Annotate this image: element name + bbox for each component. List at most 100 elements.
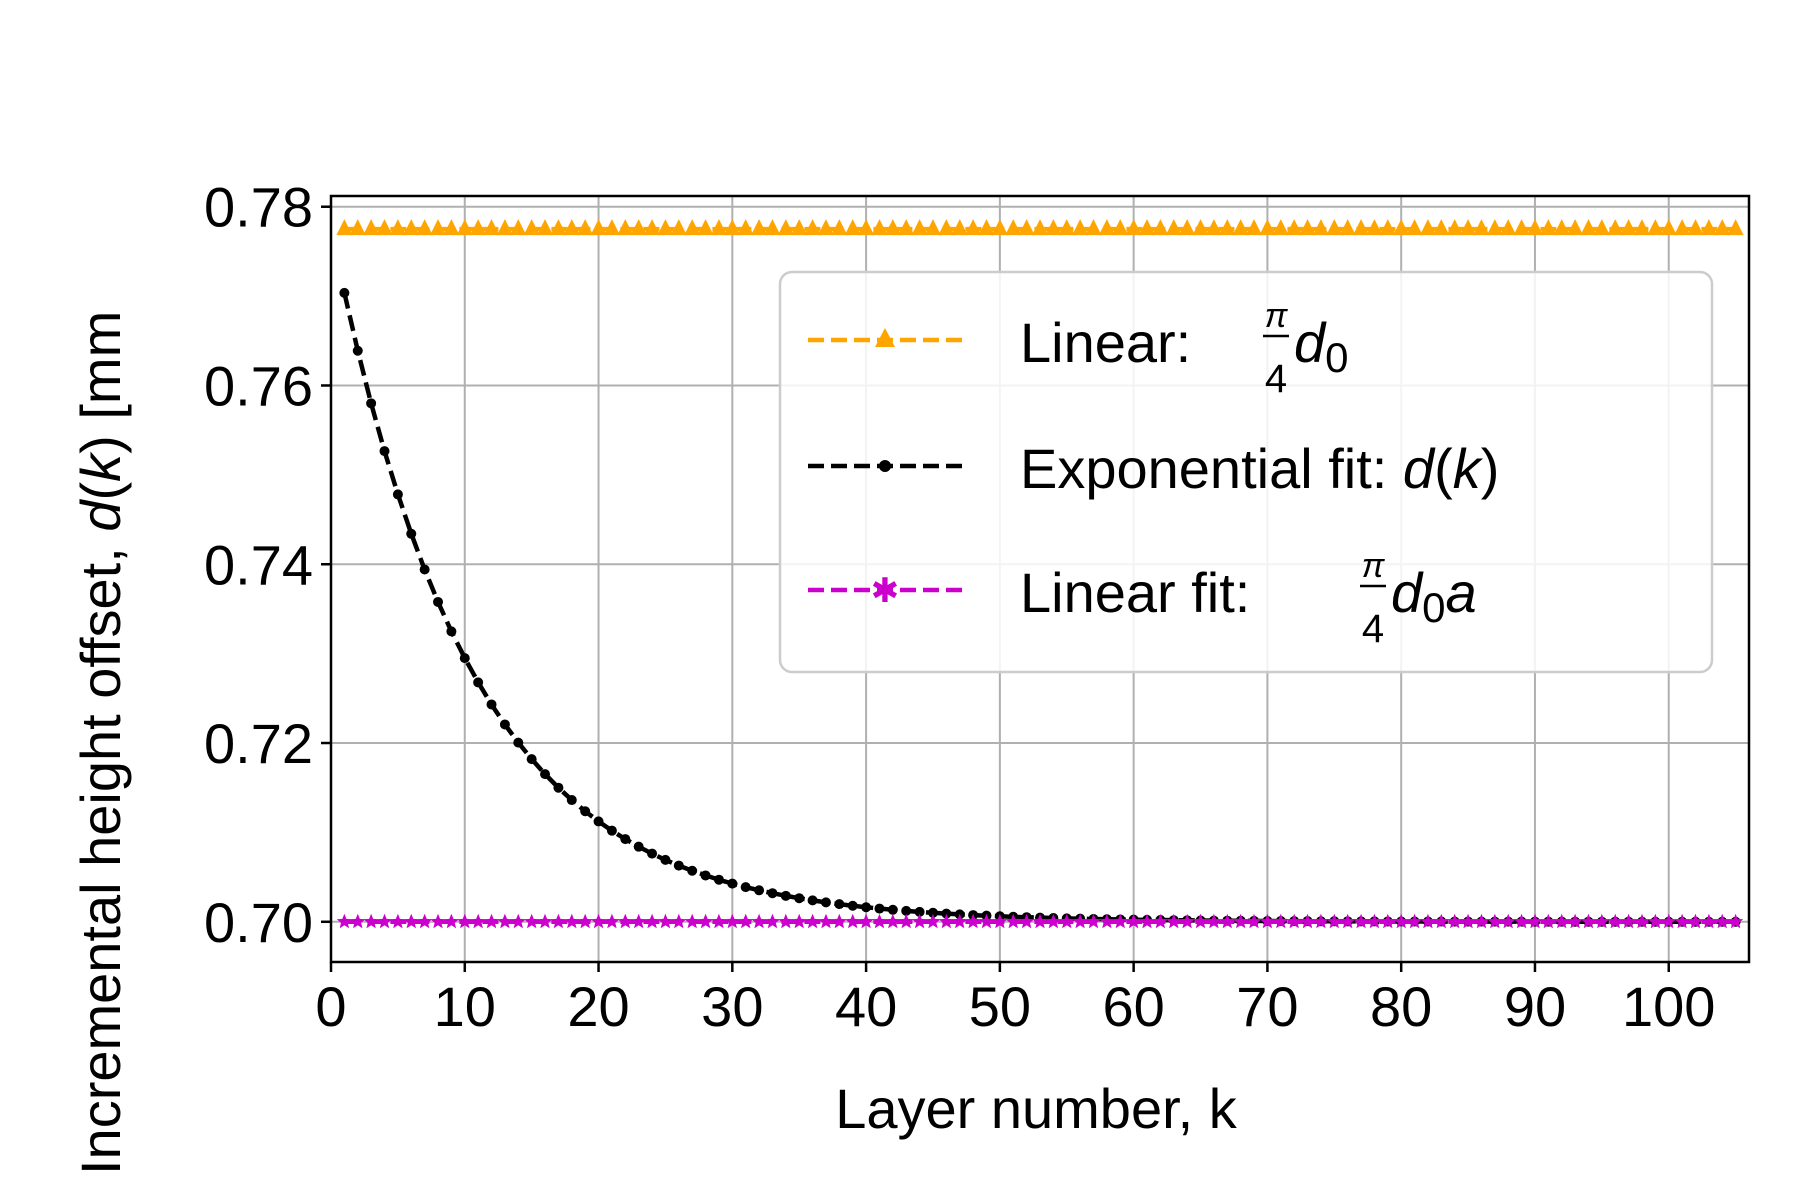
data-point-triangle xyxy=(1032,219,1048,236)
legend-frac-den-linear: 4 xyxy=(1265,357,1287,401)
data-point-dot xyxy=(740,882,751,893)
y-tick-label: 0.76 xyxy=(204,354,313,417)
data-point-star xyxy=(1219,913,1235,929)
data-point-dot xyxy=(807,895,818,906)
data-point-dot xyxy=(620,834,631,845)
data-point-triangle xyxy=(1205,219,1222,236)
data-point-star xyxy=(1607,913,1623,929)
data-point-triangle xyxy=(1018,219,1035,236)
data-point-triangle xyxy=(1526,219,1543,236)
data-point-star xyxy=(1273,913,1289,929)
data-point-triangle xyxy=(1165,219,1182,236)
x-tick-label: 60 xyxy=(1102,975,1164,1038)
data-point-triangle xyxy=(1473,219,1490,236)
x-axis-label: Layer number, k xyxy=(835,1077,1238,1140)
x-tick-label: 10 xyxy=(434,975,496,1038)
data-point-triangle xyxy=(965,219,982,236)
data-point-triangle xyxy=(1072,219,1089,236)
x-tick-label: 40 xyxy=(835,975,897,1038)
data-point-triangle xyxy=(1179,219,1196,236)
data-point-triangle xyxy=(1339,219,1356,236)
data-point-dot xyxy=(486,699,497,710)
data-point-star xyxy=(1366,913,1382,929)
x-tick-label: 0 xyxy=(315,975,346,1038)
data-point-dot xyxy=(914,906,925,917)
data-point-triangle xyxy=(1406,219,1423,236)
data-point-triangle xyxy=(590,219,607,236)
data-point-star xyxy=(1728,913,1744,929)
data-point-star xyxy=(1514,913,1530,929)
legend-frac-num-linear-fit: π xyxy=(1362,547,1386,585)
data-point-triangle xyxy=(978,219,995,236)
data-point-triangle xyxy=(1620,219,1637,236)
data-point-dot xyxy=(713,874,724,885)
data-point-triangle xyxy=(336,219,353,236)
data-point-star xyxy=(1594,913,1610,929)
data-point-star xyxy=(430,913,446,929)
data-point-star xyxy=(845,913,861,929)
data-point-dot xyxy=(767,888,778,899)
data-point-star xyxy=(617,913,633,929)
data-point-triangle xyxy=(403,219,420,236)
data-point-star xyxy=(711,913,727,929)
data-point-dot xyxy=(847,900,858,911)
data-point-triangle xyxy=(1460,219,1477,236)
data-point-star xyxy=(1032,913,1048,929)
data-point-triangle xyxy=(951,219,968,236)
legend-item-exponential: Exponential fit: d(k) xyxy=(808,437,1499,500)
data-point-star xyxy=(1407,913,1423,929)
legend-label-linear: Linear: xyxy=(1020,311,1191,374)
data-point-star xyxy=(590,913,607,929)
data-point-dot xyxy=(446,626,457,637)
data-point-star xyxy=(350,913,366,929)
data-point-star xyxy=(1487,913,1503,929)
data-point-triangle xyxy=(617,219,634,236)
data-point-triangle xyxy=(924,219,941,236)
data-point-star xyxy=(1045,913,1061,929)
data-point-triangle xyxy=(1607,219,1624,236)
legend-frac-den-linear-fit: 4 xyxy=(1362,607,1384,651)
data-point-triangle xyxy=(1286,219,1303,236)
data-point-star xyxy=(925,913,941,929)
data-point-triangle xyxy=(483,219,500,236)
y-tick-label: 0.72 xyxy=(204,712,313,775)
data-point-star xyxy=(1059,913,1075,929)
data-point-star xyxy=(524,913,540,929)
data-point-triangle xyxy=(1005,219,1022,236)
x-tick-label: 100 xyxy=(1622,975,1715,1038)
data-point-star xyxy=(724,913,740,929)
data-point-star xyxy=(965,913,981,929)
data-point-dot xyxy=(673,860,684,871)
series-0 xyxy=(336,219,1744,236)
data-point-dot xyxy=(366,398,377,409)
data-point-triangle xyxy=(898,219,915,236)
data-point-star xyxy=(1179,913,1195,929)
data-point-triangle xyxy=(1326,219,1343,236)
plot-frame xyxy=(329,194,1751,964)
data-point-star xyxy=(1112,913,1128,929)
data-point-star xyxy=(1072,913,1088,929)
y-tick-label: 0.70 xyxy=(204,891,313,954)
data-point-star xyxy=(1326,913,1342,929)
data-point-star xyxy=(443,913,459,929)
data-point-star xyxy=(1687,913,1704,929)
y-axis-label-var: k xyxy=(69,451,132,482)
data-point-star xyxy=(1233,913,1249,929)
data-point-star xyxy=(1714,913,1730,929)
data-point-star xyxy=(1005,913,1021,929)
data-point-triangle xyxy=(349,219,366,236)
data-point-triangle xyxy=(1098,219,1115,236)
data-point-star xyxy=(1286,913,1302,929)
data-point-dot xyxy=(700,870,711,881)
data-point-triangle xyxy=(1580,219,1597,236)
data-point-star xyxy=(1621,913,1637,929)
data-point-triangle xyxy=(844,219,861,236)
legend-sym-linear: d0 xyxy=(1294,311,1349,381)
data-point-star xyxy=(698,913,714,929)
data-point-triangle xyxy=(630,219,647,236)
data-point-triangle xyxy=(376,219,393,236)
data-point-star xyxy=(631,913,647,929)
data-point-star xyxy=(1380,913,1396,929)
data-point-star xyxy=(764,913,781,929)
